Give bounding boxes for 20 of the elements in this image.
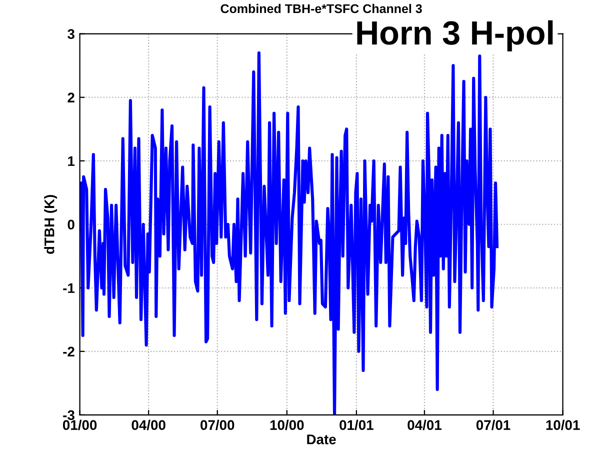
y-tick-label: 2 [68, 92, 74, 102]
y-tick-label: -2 [63, 346, 74, 356]
y-tick-label: 1 [68, 156, 75, 166]
line-series [80, 51, 499, 415]
x-tick-label: 10/00 [270, 420, 304, 430]
y-tick-label: 3 [68, 29, 74, 40]
annotation: Horn 3 H-pol [357, 20, 553, 52]
x-tick-label: 04/00 [132, 420, 166, 430]
x-axis-title: Date [307, 434, 336, 444]
y-axis-title: dTBH (K) [44, 194, 58, 254]
x-tick-label: 01/01 [340, 420, 374, 430]
x-tick-label: 04/01 [408, 420, 442, 430]
y-tick-label: -3 [63, 410, 74, 420]
chart-title: Combined TBH-e*TSFC Channel 3 [220, 4, 422, 14]
y-tick-label: -1 [63, 283, 75, 293]
y-tick-label: 0 [68, 220, 74, 230]
x-tick-label: 07/00 [200, 420, 234, 430]
x-tick-label: 10/01 [546, 420, 580, 430]
x-tick-label: 07/01 [476, 420, 510, 430]
x-tick-label: 01/00 [62, 420, 97, 430]
